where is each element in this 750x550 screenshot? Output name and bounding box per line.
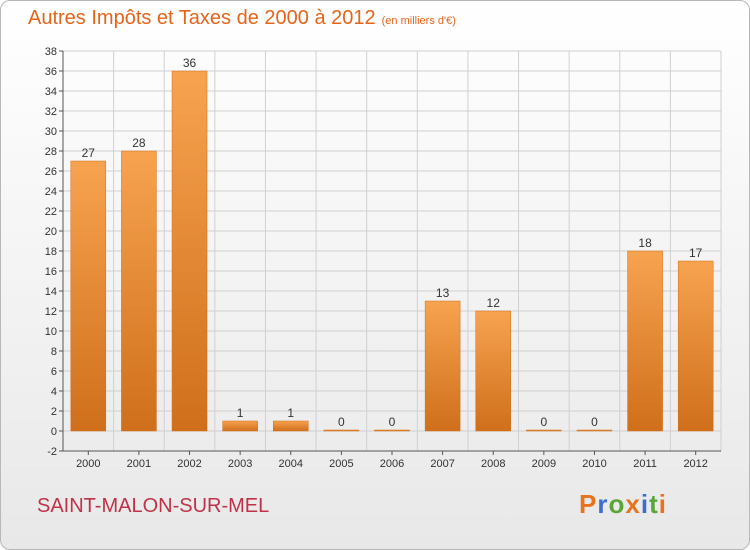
- y-tick-label: 20: [45, 226, 57, 238]
- logo-letter: i: [640, 489, 650, 519]
- y-tick-label: 6: [51, 366, 57, 378]
- bar-2012: [677, 260, 714, 432]
- y-tick-label: 28: [45, 146, 57, 158]
- y-tick-label: 36: [45, 66, 57, 78]
- x-tick-label: 2006: [380, 458, 404, 470]
- chart-subtitle: (en milliers d'€): [381, 15, 456, 27]
- bar-2011: [627, 250, 663, 432]
- bar-2008: [475, 310, 511, 432]
- x-tick-label: 2008: [481, 458, 505, 470]
- bar-value-label: 18: [638, 236, 652, 250]
- y-tick-label: 8: [51, 346, 57, 358]
- bar-value-label: 0: [389, 415, 396, 429]
- x-tick-label: 2005: [329, 458, 353, 470]
- bar-2009: [526, 429, 562, 432]
- bar-value-label: 1: [287, 406, 294, 420]
- proxiti-logo: Proxiti: [579, 489, 667, 520]
- x-tick-label: 2001: [127, 458, 151, 470]
- x-tick-label: 2002: [177, 458, 201, 470]
- logo-letter: i: [658, 489, 667, 519]
- chart-title-block: Autres Impôts et Taxes de 2000 à 2012 (en…: [28, 7, 456, 30]
- bar-value-label: 36: [183, 56, 197, 70]
- x-tick-label: 2004: [279, 458, 303, 470]
- x-tick-label: 2010: [582, 458, 606, 470]
- y-tick-label: 16: [45, 266, 57, 278]
- bar-value-label: 13: [436, 286, 450, 300]
- bars: 27 28 36 1 1 0 0 13 12 0 0 18 17: [70, 56, 714, 432]
- y-tick-label: 12: [45, 306, 57, 318]
- x-tick-label: 2009: [532, 458, 556, 470]
- y-tick-label: 2: [51, 406, 57, 418]
- y-tick-label: 0: [51, 426, 57, 438]
- logo-letter: r: [597, 489, 609, 519]
- logo-letter: o: [608, 489, 626, 519]
- bar-2007: [424, 300, 461, 432]
- y-tick-label: 4: [51, 386, 57, 398]
- x-tick-label: 2007: [430, 458, 454, 470]
- commune-name: SAINT-MALON-SUR-MEL: [37, 495, 270, 517]
- x-tick-label: 2012: [683, 458, 707, 470]
- y-tick-label: 10: [45, 326, 57, 338]
- bar-2010: [576, 429, 613, 432]
- bar-2002: [171, 70, 208, 432]
- bar-value-label: 28: [132, 136, 146, 150]
- bar-value-label: 17: [689, 246, 703, 260]
- chart-title: Autres Impôts et Taxes de 2000 à 2012: [28, 7, 376, 29]
- y-tick-label: 24: [45, 186, 57, 198]
- bar-2000: [70, 160, 107, 432]
- logo-letter: x: [625, 489, 641, 519]
- y-tick-label: -2: [47, 446, 57, 458]
- y-tick-label: 18: [45, 246, 57, 258]
- bar-2003: [222, 420, 258, 432]
- y-tick-label: 34: [45, 86, 57, 98]
- bar-2004: [273, 420, 309, 432]
- bar-value-label: 0: [591, 415, 598, 429]
- axes: -202468101214161820222426283032343638200…: [45, 46, 721, 470]
- bar-value-label: 12: [487, 296, 501, 310]
- y-tick-label: 30: [45, 126, 57, 138]
- logo-letter: P: [579, 489, 598, 519]
- bar-2006: [374, 429, 410, 432]
- y-tick-label: 26: [45, 166, 57, 178]
- x-tick-label: 2003: [228, 458, 252, 470]
- bar-2001: [121, 150, 157, 432]
- y-tick-label: 22: [45, 206, 57, 218]
- grid-lines: [62, 50, 722, 452]
- bar-value-label: 0: [541, 415, 548, 429]
- bar-value-label: 0: [338, 415, 345, 429]
- y-tick-label: 32: [45, 106, 57, 118]
- logo-letter: t: [649, 489, 659, 519]
- y-tick-label: 14: [45, 286, 57, 298]
- x-tick-label: 2011: [633, 458, 657, 470]
- x-tick-label: 2000: [76, 458, 100, 470]
- bar-value-label: 27: [82, 146, 96, 160]
- bar-value-label: 1: [237, 406, 244, 420]
- y-tick-label: 38: [45, 46, 57, 58]
- bar-2005: [323, 429, 360, 432]
